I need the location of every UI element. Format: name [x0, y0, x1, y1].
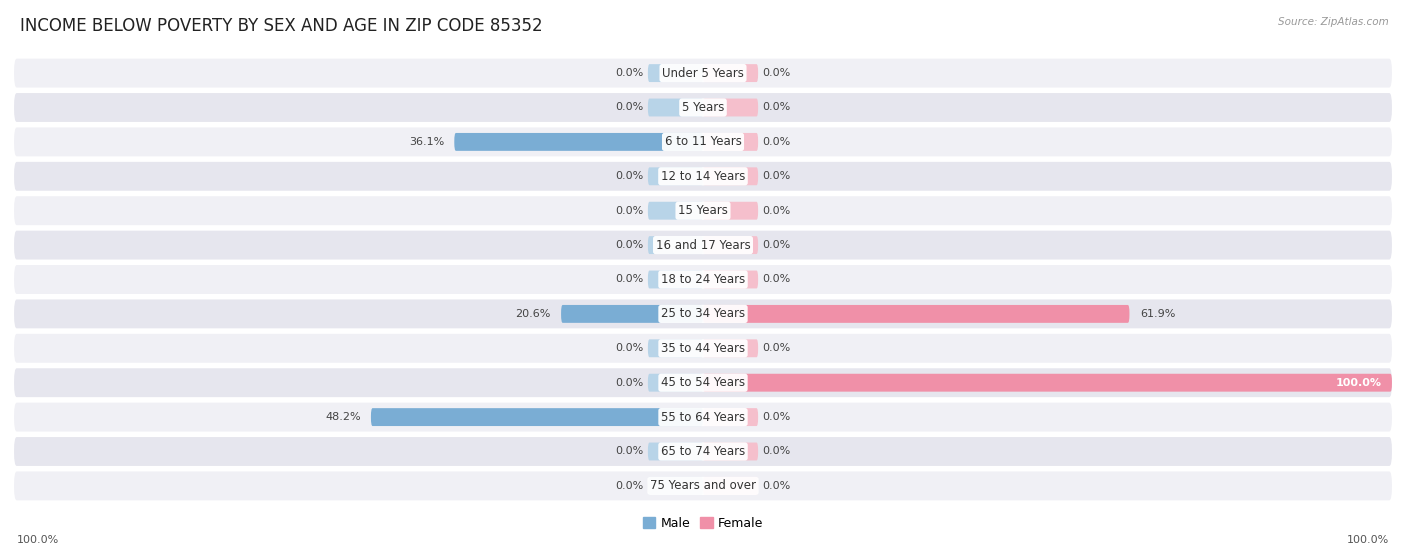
Text: 0.0%: 0.0% [616, 206, 644, 216]
FancyBboxPatch shape [371, 408, 703, 426]
FancyBboxPatch shape [703, 202, 758, 220]
FancyBboxPatch shape [14, 300, 1392, 328]
Text: 0.0%: 0.0% [616, 447, 644, 457]
Text: Source: ZipAtlas.com: Source: ZipAtlas.com [1278, 17, 1389, 27]
Text: 0.0%: 0.0% [762, 343, 790, 353]
FancyBboxPatch shape [703, 305, 1129, 323]
FancyBboxPatch shape [14, 402, 1392, 432]
Text: 0.0%: 0.0% [762, 206, 790, 216]
FancyBboxPatch shape [648, 271, 703, 288]
FancyBboxPatch shape [648, 236, 703, 254]
Text: 0.0%: 0.0% [616, 481, 644, 491]
Text: 55 to 64 Years: 55 to 64 Years [661, 411, 745, 424]
FancyBboxPatch shape [648, 443, 703, 461]
FancyBboxPatch shape [648, 64, 703, 82]
FancyBboxPatch shape [648, 339, 703, 357]
FancyBboxPatch shape [648, 374, 703, 392]
Text: 36.1%: 36.1% [409, 137, 444, 147]
Text: 75 Years and over: 75 Years and over [650, 480, 756, 492]
FancyBboxPatch shape [14, 162, 1392, 191]
Text: 6 to 11 Years: 6 to 11 Years [665, 135, 741, 148]
Text: 0.0%: 0.0% [616, 240, 644, 250]
FancyBboxPatch shape [14, 231, 1392, 259]
Text: 100.0%: 100.0% [1347, 535, 1389, 545]
Text: 5 Years: 5 Years [682, 101, 724, 114]
FancyBboxPatch shape [703, 477, 758, 495]
Text: 0.0%: 0.0% [762, 274, 790, 285]
Text: 65 to 74 Years: 65 to 74 Years [661, 445, 745, 458]
Text: 0.0%: 0.0% [616, 343, 644, 353]
FancyBboxPatch shape [703, 374, 1392, 392]
Text: 0.0%: 0.0% [762, 137, 790, 147]
Text: 0.0%: 0.0% [762, 240, 790, 250]
Text: 35 to 44 Years: 35 to 44 Years [661, 342, 745, 355]
Text: 48.2%: 48.2% [325, 412, 360, 422]
FancyBboxPatch shape [14, 437, 1392, 466]
FancyBboxPatch shape [561, 305, 703, 323]
Text: 0.0%: 0.0% [616, 68, 644, 78]
FancyBboxPatch shape [703, 236, 758, 254]
FancyBboxPatch shape [454, 133, 703, 151]
Text: 0.0%: 0.0% [762, 171, 790, 181]
FancyBboxPatch shape [703, 98, 758, 116]
Text: 61.9%: 61.9% [1140, 309, 1175, 319]
Text: 45 to 54 Years: 45 to 54 Years [661, 376, 745, 389]
Text: 0.0%: 0.0% [762, 102, 790, 112]
Text: 15 Years: 15 Years [678, 204, 728, 217]
FancyBboxPatch shape [703, 443, 758, 461]
FancyBboxPatch shape [648, 202, 703, 220]
FancyBboxPatch shape [14, 93, 1392, 122]
FancyBboxPatch shape [14, 265, 1392, 294]
FancyBboxPatch shape [648, 167, 703, 185]
FancyBboxPatch shape [703, 167, 758, 185]
FancyBboxPatch shape [14, 127, 1392, 157]
FancyBboxPatch shape [14, 59, 1392, 88]
Text: 0.0%: 0.0% [762, 68, 790, 78]
FancyBboxPatch shape [703, 133, 758, 151]
Text: 20.6%: 20.6% [516, 309, 551, 319]
Text: 100.0%: 100.0% [1336, 378, 1382, 388]
Text: 12 to 14 Years: 12 to 14 Years [661, 170, 745, 183]
Text: 0.0%: 0.0% [762, 412, 790, 422]
FancyBboxPatch shape [14, 196, 1392, 225]
FancyBboxPatch shape [14, 368, 1392, 397]
Text: 100.0%: 100.0% [17, 535, 59, 545]
Text: 18 to 24 Years: 18 to 24 Years [661, 273, 745, 286]
Text: 0.0%: 0.0% [616, 274, 644, 285]
FancyBboxPatch shape [703, 408, 758, 426]
FancyBboxPatch shape [14, 471, 1392, 500]
Text: 0.0%: 0.0% [616, 378, 644, 388]
FancyBboxPatch shape [14, 334, 1392, 363]
Text: Under 5 Years: Under 5 Years [662, 67, 744, 79]
FancyBboxPatch shape [648, 477, 703, 495]
Legend: Male, Female: Male, Female [638, 512, 768, 535]
Text: 0.0%: 0.0% [616, 102, 644, 112]
Text: INCOME BELOW POVERTY BY SEX AND AGE IN ZIP CODE 85352: INCOME BELOW POVERTY BY SEX AND AGE IN Z… [20, 17, 543, 35]
Text: 25 to 34 Years: 25 to 34 Years [661, 307, 745, 320]
FancyBboxPatch shape [703, 271, 758, 288]
FancyBboxPatch shape [648, 98, 703, 116]
Text: 0.0%: 0.0% [762, 447, 790, 457]
Text: 0.0%: 0.0% [762, 481, 790, 491]
FancyBboxPatch shape [703, 64, 758, 82]
Text: 16 and 17 Years: 16 and 17 Years [655, 239, 751, 252]
FancyBboxPatch shape [703, 339, 758, 357]
Text: 0.0%: 0.0% [616, 171, 644, 181]
